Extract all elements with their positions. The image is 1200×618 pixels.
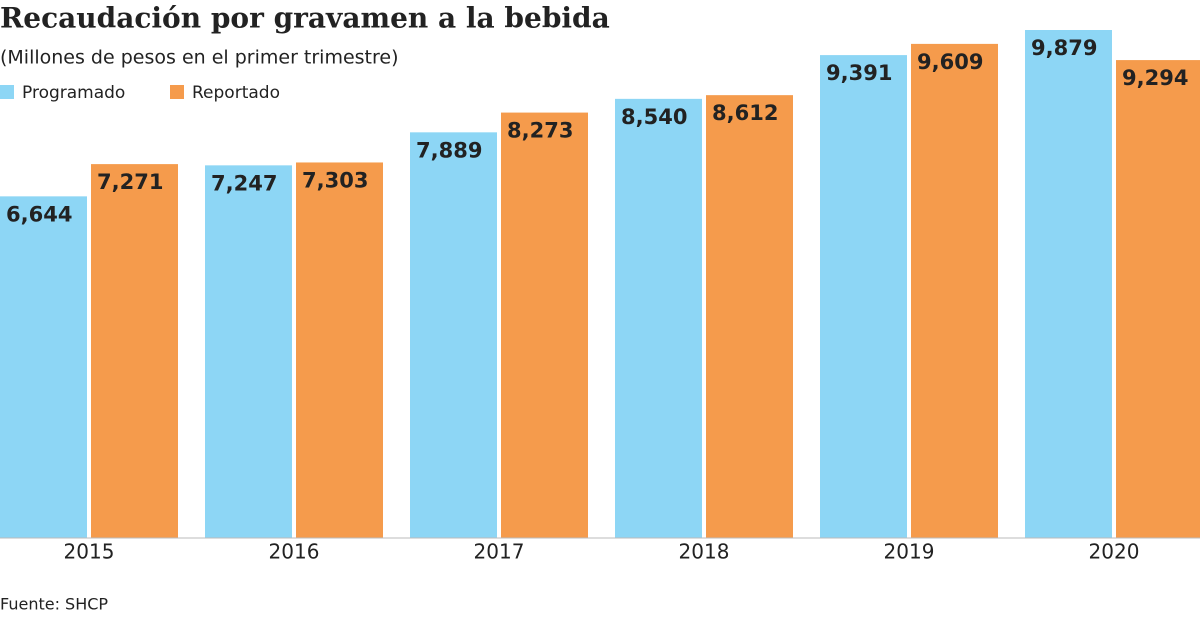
value-label: 8,273 (507, 119, 573, 143)
value-label: 9,609 (917, 50, 983, 74)
chart-title: Recaudación por gravamen a la bebida (0, 2, 610, 35)
bar (501, 112, 588, 538)
bar (91, 164, 178, 538)
legend-swatch (170, 85, 184, 99)
value-label: 7,271 (97, 170, 163, 194)
bar (706, 95, 793, 538)
x-tick-label: 2015 (64, 540, 115, 564)
value-label: 8,612 (712, 101, 778, 125)
x-tick-label: 2018 (679, 540, 730, 564)
bar (296, 162, 383, 538)
legend-label: Reportado (192, 83, 280, 103)
x-tick-label: 2019 (884, 540, 935, 564)
x-tick-label: 2020 (1089, 540, 1140, 564)
value-label: 6,644 (6, 202, 72, 226)
bar (205, 165, 292, 538)
value-label: 7,889 (416, 138, 482, 162)
value-label: 8,540 (621, 105, 687, 129)
legend-label: Programado (22, 83, 125, 103)
x-tick-label: 2017 (474, 540, 525, 564)
legend-swatch (0, 85, 14, 99)
value-label: 9,391 (826, 61, 892, 85)
bar (0, 196, 87, 539)
value-label: 7,303 (302, 168, 368, 192)
x-tick-label: 2016 (269, 540, 320, 564)
value-label: 9,879 (1031, 36, 1097, 60)
bar (615, 98, 702, 538)
bar (1116, 60, 1200, 538)
bar (911, 43, 998, 538)
bar (820, 55, 907, 539)
bar (1025, 30, 1112, 538)
source: Fuente: SHCP (0, 595, 108, 614)
bar (410, 132, 497, 538)
value-label: 9,294 (1122, 66, 1188, 90)
value-label: 7,247 (211, 171, 277, 195)
chart-subtitle: (Millones de pesos en el primer trimestr… (0, 47, 399, 69)
